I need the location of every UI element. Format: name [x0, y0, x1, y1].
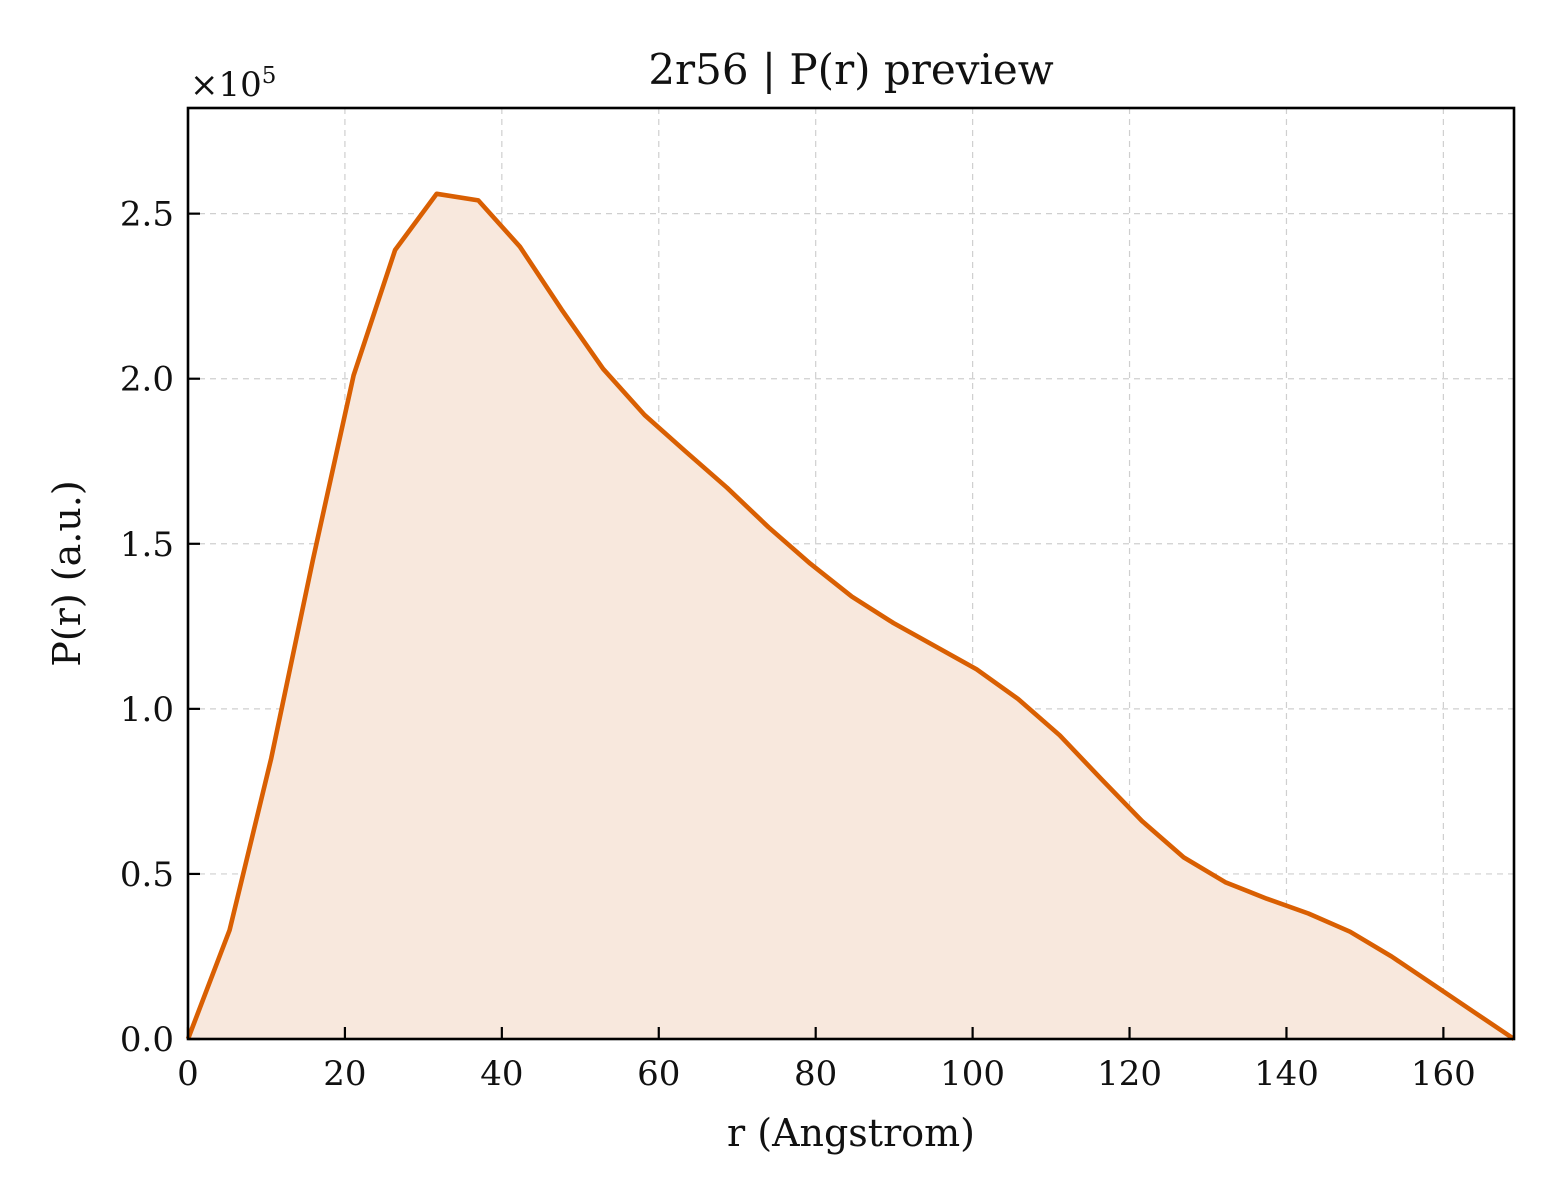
y-tick-label: 2.0: [120, 360, 174, 400]
y-tick-label: 0.0: [120, 1020, 174, 1060]
tick-labels: 0 20 40 60 80 100 120 140 160 0.0 0.5 1.0 1.5 2.0 2.5: [120, 195, 1476, 1094]
x-tick-label: 160: [1411, 1054, 1476, 1094]
y-axis-multiplier: ×105: [190, 63, 276, 105]
area-fill: [188, 193, 1514, 1040]
x-tick-label: 140: [1254, 1054, 1319, 1094]
y-axis-label: P(r) (a.u.): [45, 480, 89, 666]
x-tick-label: 60: [637, 1054, 680, 1094]
x-tick-label: 120: [1097, 1054, 1162, 1094]
x-axis-label: r (Angstrom): [727, 1111, 975, 1155]
y-tick-label: 1.5: [120, 525, 174, 565]
x-tick-label: 100: [940, 1054, 1005, 1094]
series-line: [185, 191, 1516, 1041]
x-tick-label: 0: [177, 1054, 199, 1094]
y-tick-label: 1.0: [120, 690, 174, 730]
plot-frame: [186, 106, 1516, 1041]
chart-title: 2r56 | P(r) preview: [648, 45, 1053, 94]
y-axis-multiplier-exponent: 5: [262, 63, 277, 89]
x-tick-label: 20: [323, 1054, 366, 1094]
x-tick-label: 40: [480, 1054, 523, 1094]
y-tick-label: 0.5: [120, 855, 174, 895]
y-tick-label: 2.5: [120, 195, 174, 235]
y-axis-multiplier-base: ×10: [190, 65, 262, 105]
ticks: [186, 212, 1445, 1041]
x-tick-label: 80: [794, 1054, 837, 1094]
